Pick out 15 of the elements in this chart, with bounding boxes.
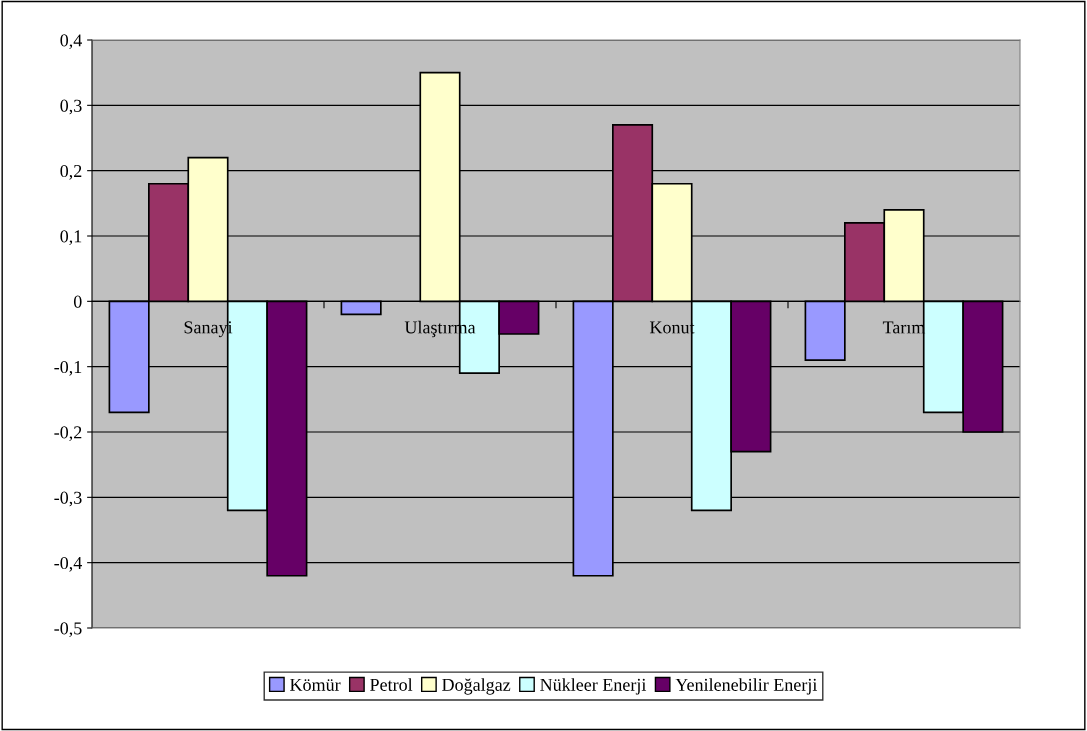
legend-label: Doğalgaz bbox=[442, 678, 511, 695]
y-tick-label: -0,4 bbox=[54, 556, 82, 572]
y-tick-label: -0,3 bbox=[54, 491, 82, 507]
y-tick-label: 0,2 bbox=[60, 164, 82, 180]
y-tick-label: 0 bbox=[73, 295, 82, 308]
y-tick-label: 0,3 bbox=[60, 99, 82, 115]
legend-label: Petrol bbox=[370, 678, 413, 691]
legend-label: Yenilenebilir Enerji bbox=[675, 678, 818, 695]
legend-label: Kömür bbox=[290, 678, 341, 691]
y-tick-label: -0,1 bbox=[54, 360, 82, 376]
y-tick-label: 0,1 bbox=[60, 230, 82, 246]
legend-label: Nükleer Enerji bbox=[540, 678, 647, 695]
y-tick-label: -0,5 bbox=[54, 622, 82, 638]
y-tick-label: -0,2 bbox=[54, 426, 82, 442]
y-tick-label: 0,4 bbox=[60, 34, 82, 50]
